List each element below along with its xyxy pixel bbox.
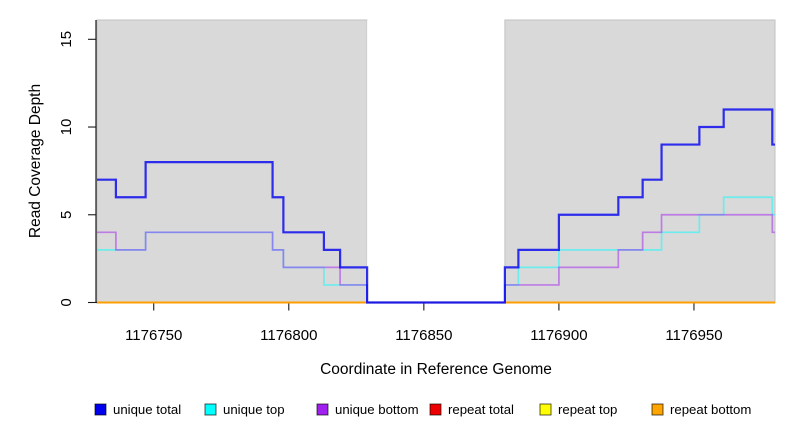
- x-tick-label: 1176750: [125, 327, 182, 344]
- legend-item-repeat-total: repeat total: [429, 402, 514, 417]
- legend-swatch-icon: [204, 403, 217, 416]
- legend-item-label: repeat top: [558, 402, 617, 417]
- x-axis-title: Coordinate in Reference Genome: [320, 361, 552, 378]
- y-tick-label: 5: [58, 211, 75, 219]
- tick-labels: 1176750 1176800 1176850 1176900 1176950 0 5 10 1…: [58, 31, 723, 344]
- legend-item-unique-bottom: unique bottom: [316, 402, 419, 417]
- legend-item-label: unique total: [113, 402, 181, 417]
- legend-item-unique-total: unique total: [94, 402, 181, 417]
- legend-swatch-icon: [94, 403, 107, 416]
- legend-swatch-icon: [429, 403, 442, 416]
- series-line-unique-total: [97, 108, 775, 304]
- x-tick-label: 1176800: [260, 327, 317, 344]
- legend-item-unique-top: unique top: [204, 402, 285, 417]
- legend-item-repeat-bottom: repeat bottom: [651, 402, 751, 417]
- legend-item-repeat-top: repeat top: [539, 402, 617, 417]
- y-tick-label: 15: [58, 31, 75, 48]
- region-uncovered-gap: [367, 20, 505, 303]
- legend-item-label: unique top: [223, 402, 285, 417]
- legend-swatch-icon: [316, 403, 329, 416]
- y-tick-label: 0: [58, 298, 75, 306]
- y-tick-label: 10: [58, 119, 75, 136]
- legend-item-label: repeat total: [448, 402, 514, 417]
- y-axis-title: Read Coverage Depth: [27, 84, 44, 238]
- x-tick-label: 1176950: [665, 327, 722, 344]
- coverage-regions: [96, 19, 776, 303]
- x-tick-label: 1176850: [395, 327, 452, 344]
- legend: unique total unique top unique bottom repea…: [94, 402, 751, 417]
- region-covered-right: [504, 19, 776, 303]
- x-tick-label: 1176900: [530, 327, 587, 344]
- series-lines: [97, 108, 775, 304]
- legend-swatch-icon: [651, 403, 664, 416]
- legend-item-label: repeat bottom: [670, 402, 751, 417]
- legend-item-label: unique bottom: [335, 402, 419, 417]
- legend-swatch-icon: [539, 403, 552, 416]
